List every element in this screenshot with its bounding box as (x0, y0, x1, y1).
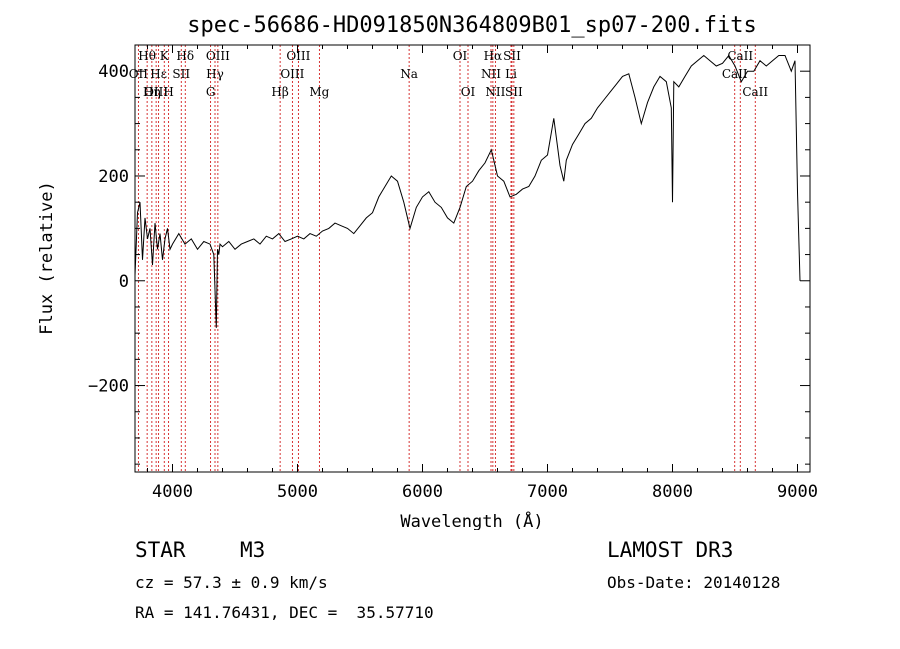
line-id-label: OIII (280, 67, 304, 81)
line-id-label: H (163, 85, 173, 99)
spectrum-line (134, 54, 801, 328)
line-id-label: Mg (309, 85, 329, 99)
coordinates: RA = 141.76431, DEC = 35.57710 (135, 603, 434, 622)
line-id-label: Li (505, 67, 517, 81)
y-axis-ticks: −200 0 200 400 (88, 44, 810, 465)
chart-title: spec-56686-HD091850N364809B01_sp07-200.f… (187, 13, 757, 38)
y-tick-label: 200 (98, 167, 129, 187)
x-axis-label: Wavelength (Å) (400, 510, 543, 530)
line-id-label: G (206, 85, 216, 99)
x-tick-label: 6000 (402, 482, 443, 502)
y-axis-label: Flux (relative) (37, 181, 57, 335)
plot-frame (134, 44, 811, 473)
object-class: STAR (135, 538, 186, 562)
line-id-label: NII (485, 85, 505, 99)
line-id-label: SII (172, 67, 190, 81)
line-id-label: CaII (722, 67, 748, 81)
line-id-label: OI (461, 85, 476, 99)
survey-name: LAMOST DR3 (607, 538, 734, 562)
line-id-label: Hβ (271, 85, 288, 99)
line-id-label: CaII (742, 85, 768, 99)
line-id-label: OIII (144, 85, 168, 99)
y-tick-label: 400 (98, 62, 129, 82)
line-id-markers (137, 45, 756, 472)
line-id-label: SII (505, 85, 523, 99)
line-id-label: NII (481, 67, 501, 81)
line-id-label: K (160, 49, 170, 63)
line-id-label: Na (400, 67, 418, 81)
spectrum-plot: spec-56686-HD091850N364809B01_sp07-200.f… (37, 13, 818, 530)
line-id-label: SII (503, 49, 521, 63)
line-id-label: OIII (206, 49, 230, 63)
line-id-label: Hε (150, 67, 167, 81)
x-tick-label: 5000 (277, 482, 318, 502)
line-id-label: Hθ (138, 49, 156, 63)
y-tick-label: −200 (88, 377, 129, 397)
x-tick-label: 4000 (152, 482, 193, 502)
line-id-labels: Hθ OII OIII Hε Hη K H SII Hδ OIII Hγ G Hβ OIII OIII Mg N… (129, 49, 769, 99)
line-id-label: OIII (286, 49, 310, 63)
line-id-label: CaII (727, 49, 753, 63)
observation-date: Obs-Date: 20140128 (607, 573, 781, 592)
line-id-label: Hδ (176, 49, 194, 63)
x-tick-label: 9000 (777, 482, 818, 502)
line-id-label: Hα (484, 49, 503, 63)
y-tick-label: 0 (119, 272, 129, 292)
x-tick-label: 8000 (652, 482, 693, 502)
line-id-label: Hγ (206, 67, 224, 81)
x-axis-ticks: 4000 5000 6000 7000 8000 9000 (147, 45, 818, 502)
x-tick-label: 7000 (527, 482, 568, 502)
line-id-label: Hη (143, 85, 161, 99)
line-id-label: OII (129, 67, 149, 81)
redshift-cz: cz = 57.3 ± 0.9 km/s (135, 573, 328, 592)
line-id-label: OI (453, 49, 468, 63)
object-subclass: M3 (240, 538, 266, 562)
